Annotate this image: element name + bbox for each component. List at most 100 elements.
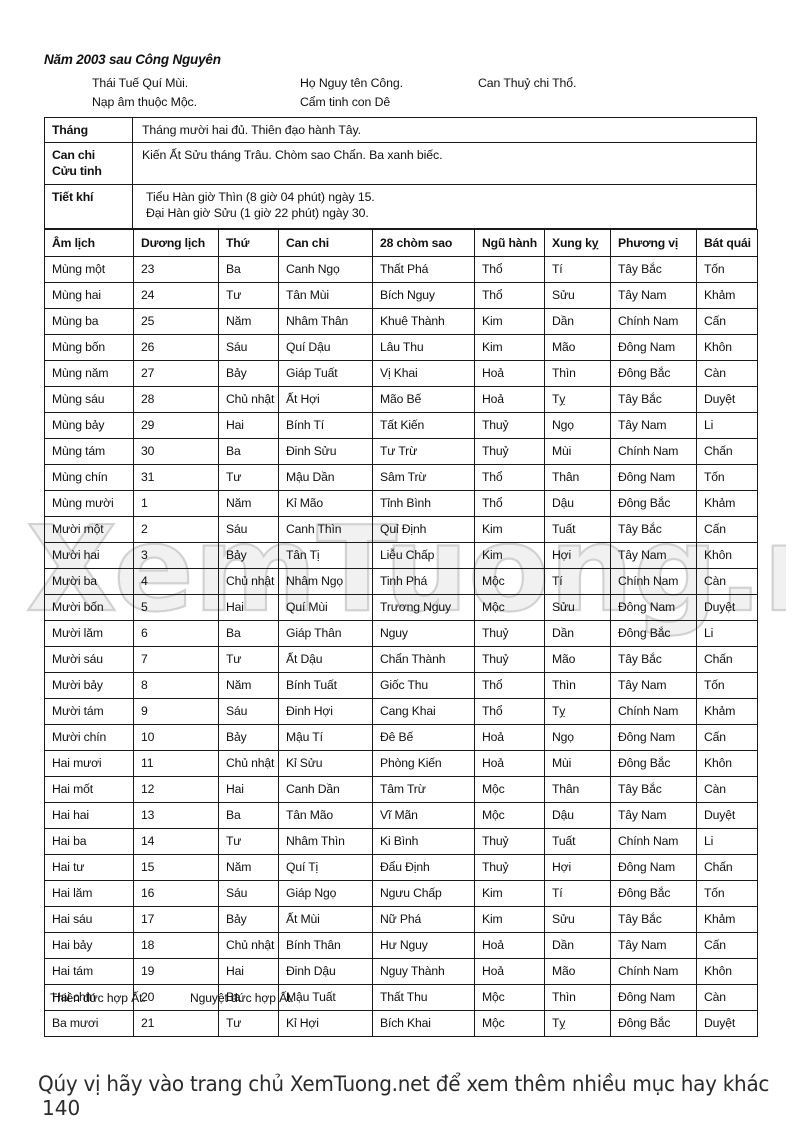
table-cell: Thuỷ xyxy=(474,828,545,855)
table-cell: Bính Tí xyxy=(278,412,373,439)
table-row: Mùng hai 24 Tư Tân Mùi Bích Nguy Thổ Sửu Tây Na… xyxy=(44,282,758,309)
table-header-row: Âm lịch Dương lịch Thứ Can chi 28 chòm s… xyxy=(44,229,758,257)
meta-cam-tinh: Cẩm tinh con Dê xyxy=(300,95,391,109)
table-cell: Đông Nam xyxy=(610,854,697,881)
table-cell: Mùng hai xyxy=(44,282,134,309)
table-cell: Tân Mão xyxy=(278,802,373,829)
table-cell: Thổ xyxy=(474,490,545,517)
table-cell: Đông Nam xyxy=(610,334,697,361)
table-cell: Ất Mùi xyxy=(278,906,373,933)
table-cell: Sáu xyxy=(218,334,279,361)
table-cell: Mùng bốn xyxy=(44,334,134,361)
meta-nap-am: Nạp âm thuộc Mộc. xyxy=(92,95,197,109)
table-cell: Mười lăm xyxy=(44,620,134,647)
table-row: Hai tư 15 Năm Quí Tị Đẩu Định Thuỷ Hợi Đông Nam… xyxy=(44,854,758,881)
column-header-ngu-hanh: Ngũ hành xyxy=(474,229,545,257)
table-cell: Tư xyxy=(218,1010,279,1037)
table-cell: Chính Nam xyxy=(610,438,697,465)
table-cell: Kim xyxy=(474,308,545,335)
table-cell: Ngọ xyxy=(544,724,611,751)
table-cell: Hai bảy xyxy=(44,932,134,959)
table-cell: Ba xyxy=(218,438,279,465)
table-cell: Tâm Trừ xyxy=(372,776,475,803)
table-cell: Chấn xyxy=(696,438,758,465)
table-cell: Càn xyxy=(696,568,758,595)
table-cell: Sáu xyxy=(218,516,279,543)
table-cell: Mộc xyxy=(474,568,545,595)
table-cell: Dậu xyxy=(544,490,611,517)
table-cell: Tư Trừ xyxy=(372,438,475,465)
table-cell: Năm xyxy=(218,672,279,699)
table-cell: Chính Nam xyxy=(610,568,697,595)
table-cell: Mười hai xyxy=(44,542,134,569)
lunar-calendar-table: Âm lịch Dương lịch Thứ Can chi 28 chòm s… xyxy=(44,229,758,1037)
table-cell: Tỵ xyxy=(544,1010,611,1037)
table-cell: 18 xyxy=(133,932,219,959)
table-cell: Thìn xyxy=(544,360,611,387)
table-cell: 13 xyxy=(133,802,219,829)
table-cell: Mùng tám xyxy=(44,438,134,465)
table-cell: Ki Bình xyxy=(372,828,475,855)
table-cell: Quí Mùi xyxy=(278,594,373,621)
table-row: Mùng năm 27 Bảy Giáp Tuất Vị Khai Hoả Thìn Đông… xyxy=(44,360,758,387)
column-header-xung-ky: Xung kỵ xyxy=(544,229,611,257)
table-cell: Năm xyxy=(218,490,279,517)
table-cell: Tây Bắc xyxy=(610,516,697,543)
table-cell: Chính Nam xyxy=(610,828,697,855)
info-label-canchi-cuutinh: Can chi Cửu tinh xyxy=(45,143,133,184)
info-label-cuutinh: Cửu tinh xyxy=(52,164,102,178)
table-cell: Khôn xyxy=(696,542,758,569)
table-cell: Kim xyxy=(474,516,545,543)
column-header-phuong-vi: Phương vị xyxy=(610,229,697,257)
table-cell: 29 xyxy=(133,412,219,439)
table-cell: Càn xyxy=(696,360,758,387)
info-row-thang: Tháng Tháng mười hai đủ. Thiên đạo hành … xyxy=(45,118,756,143)
table-cell: Nhâm Thìn xyxy=(278,828,373,855)
table-cell: Hai xyxy=(218,594,279,621)
table-cell: 1 xyxy=(133,490,219,517)
table-row: Mười sáu 7 Tư Ất Dậu Chẩn Thành Thuỷ Mão Tây Bắ… xyxy=(44,646,758,673)
tietkhi-line-2: Đại Hàn giờ Sửu (1 giờ 22 phút) ngày 30. xyxy=(146,206,369,220)
table-cell: Thổ xyxy=(474,256,545,283)
table-cell: Đông Bắc xyxy=(610,360,697,387)
table-cell: Bích Nguy xyxy=(372,282,475,309)
table-cell: Thìn xyxy=(544,984,611,1011)
info-value-tietkhi: Tiểu Hàn giờ Thìn (8 giờ 04 phút) ngày 1… xyxy=(133,185,756,228)
table-cell: Năm xyxy=(218,854,279,881)
info-table: Tháng Tháng mười hai đủ. Thiên đạo hành … xyxy=(44,117,757,229)
table-cell: Giáp Ngọ xyxy=(278,880,373,907)
table-cell: 26 xyxy=(133,334,219,361)
table-cell: 27 xyxy=(133,360,219,387)
table-cell: 3 xyxy=(133,542,219,569)
table-cell: Mùng năm xyxy=(44,360,134,387)
table-cell: Khảm xyxy=(696,490,758,517)
table-cell: Bính Thân xyxy=(278,932,373,959)
info-label-canchi: Can chi xyxy=(52,148,96,162)
table-cell: Tỵ xyxy=(544,698,611,725)
table-cell: Đông Nam xyxy=(610,984,697,1011)
table-row: Hai lăm 16 Sáu Giáp Ngọ Ngưu Chấp Kim Tí Đông B… xyxy=(44,880,758,907)
table-cell: Ba xyxy=(218,802,279,829)
table-cell: Mười tám xyxy=(44,698,134,725)
table-row: Mùng một 23 Ba Canh Ngọ Thất Phá Thổ Tí Tây Bắc… xyxy=(44,256,758,283)
table-cell: Hoả xyxy=(474,958,545,985)
table-cell: 6 xyxy=(133,620,219,647)
table-row: Hai sáu 17 Bảy Ất Mùi Nữ Phá Kim Sửu Tây Bắc Khả… xyxy=(44,906,758,933)
table-cell: Tây Bắc xyxy=(610,776,697,803)
table-cell: Đông Bắc xyxy=(610,620,697,647)
table-cell: Tây Nam xyxy=(610,282,697,309)
table-cell: 28 xyxy=(133,386,219,413)
table-cell: Duyệt xyxy=(696,802,758,829)
table-cell: Chính Nam xyxy=(610,698,697,725)
table-cell: Tây Nam xyxy=(610,932,697,959)
meta-row: Nạp âm thuộc Mộc. Cẩm tinh con Dê xyxy=(92,95,752,114)
table-cell: Chẩn Thành xyxy=(372,646,475,673)
table-cell: Kỉ Sửu xyxy=(278,750,373,777)
table-cell: Mậu Tí xyxy=(278,724,373,751)
table-cell: Mộc xyxy=(474,1010,545,1037)
table-cell: Dần xyxy=(544,620,611,647)
table-row: Mùng sáu 28 Chủ nhật Ất Hợi Mão Bế Hoả Tỵ Tây B… xyxy=(44,386,758,413)
table-cell: Hợi xyxy=(544,542,611,569)
table-cell: Chấn xyxy=(696,854,758,881)
table-cell: Sửu xyxy=(544,282,611,309)
